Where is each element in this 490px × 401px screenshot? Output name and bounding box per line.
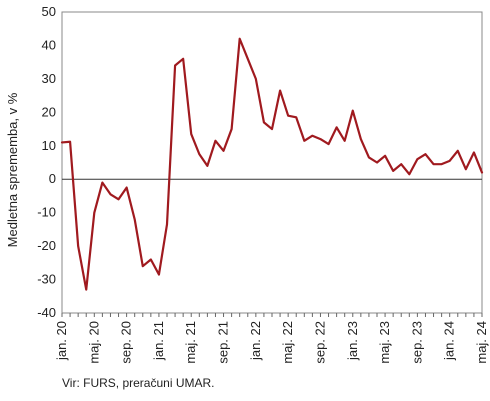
x-tick-labels: jan. 20 maj. 20 sep. 20 jan. 21 maj. 21 sep. …	[54, 321, 489, 364]
y-tick-label: -20	[37, 238, 56, 253]
x-tick-label: jan. 21	[151, 321, 166, 361]
y-tick-label: 0	[49, 171, 56, 186]
x-tick-label: maj. 20	[86, 321, 101, 364]
x-tick-label: sep. 23	[409, 321, 424, 364]
y-axis-title: Medletna sprememba, v %	[5, 92, 20, 247]
series-line	[60, 37, 484, 291]
x-tick-label: jan. 20	[54, 321, 69, 361]
y-tick-label: 10	[42, 138, 56, 153]
x-tick-label: maj. 22	[280, 321, 295, 364]
y-tick-label: 20	[42, 104, 56, 119]
x-tick-label: maj. 24	[474, 321, 489, 364]
y-tick-label: -10	[37, 205, 56, 220]
x-tick-label: maj. 23	[377, 321, 392, 364]
x-tick-marks	[61, 313, 483, 317]
y-tick-label: 40	[42, 37, 56, 52]
y-tick-label: 30	[42, 71, 56, 86]
y-tick-label: -40	[37, 305, 56, 320]
plot-frame	[61, 11, 483, 314]
x-tick-label: sep. 20	[119, 321, 134, 364]
y-tick-labels: 50 40 30 20 10 0 -10 -20 -30 -40	[37, 4, 56, 320]
x-tick-label: maj. 21	[183, 321, 198, 364]
x-tick-label: jan. 24	[442, 321, 457, 361]
y-tick-label: -30	[37, 272, 56, 287]
x-tick-label: jan. 22	[248, 321, 263, 361]
x-tick-label: sep. 22	[312, 321, 327, 364]
series-layer	[60, 37, 484, 291]
x-tick-label: jan. 23	[345, 321, 360, 361]
x-tick-label: sep. 21	[216, 321, 231, 364]
source-note: Vir: FURS, preračuni UMAR.	[62, 376, 215, 390]
y-tick-label: 50	[42, 4, 56, 19]
